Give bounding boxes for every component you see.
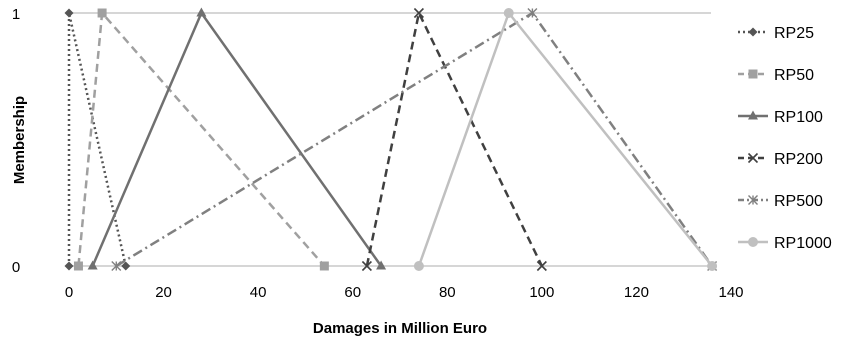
- series-rp200: [361, 7, 547, 272]
- series-line-rp50: [77, 9, 326, 267]
- data-point-rp1000: [503, 8, 514, 18]
- series-line-rp1000: [417, 10, 714, 267]
- legend-label-rp1000: RP1000: [774, 235, 832, 252]
- data-point-rp200: [361, 260, 372, 272]
- data-point-rp200-b: [536, 260, 547, 272]
- data-point-rp100: [196, 7, 207, 17]
- series-rp50: [73, 8, 329, 271]
- legend-item-rp200: RP200: [738, 151, 823, 168]
- x-tick-label: 20: [155, 284, 172, 301]
- data-point-rp500: [111, 261, 122, 271]
- legend-label-rp500: RP500: [774, 193, 823, 210]
- x-tick-label: 80: [439, 284, 456, 301]
- data-point-rp500: [527, 8, 538, 18]
- y-tick-label: 0: [12, 259, 20, 276]
- y-axis-label: Membership: [11, 96, 28, 184]
- legend-marker-rp200-b: [747, 152, 759, 164]
- x-tick-label: 0: [65, 284, 73, 301]
- legend-marker-rp100: [748, 110, 758, 120]
- y-tick-label: 1: [12, 6, 20, 23]
- x-axis-label: Damages in Million Euro: [313, 320, 487, 337]
- series-line-rp500: [115, 11, 714, 268]
- data-point-rp100: [376, 260, 387, 270]
- data-point-rp25: [64, 261, 74, 271]
- data-point-rp200: [536, 260, 547, 272]
- data-point-rp200: [413, 7, 424, 19]
- x-tick-label: 40: [250, 284, 267, 301]
- series-line-rp25: [67, 12, 127, 267]
- data-point-rp25: [64, 8, 74, 18]
- data-point-rp100: [87, 260, 98, 270]
- legend-item-rp500: RP500: [738, 193, 823, 210]
- series-rp1000: [413, 8, 718, 271]
- legend-item-rp50: RP50: [738, 67, 814, 84]
- x-tick-label: 100: [529, 284, 554, 301]
- data-point-rp50: [73, 261, 83, 271]
- data-point-rp1000: [707, 261, 718, 271]
- legend-label-rp200: RP200: [774, 151, 823, 168]
- legend-marker-rp500: [748, 195, 758, 205]
- data-point-rp50: [319, 261, 329, 271]
- legend-marker-rp200: [747, 152, 759, 164]
- series-rp100: [87, 7, 387, 270]
- ticks: 0 20 40 60 80 100 120 140 0 1: [12, 6, 744, 301]
- series-layer: [64, 7, 718, 272]
- data-point-rp200-b: [413, 7, 424, 19]
- series-rp500: [111, 8, 718, 271]
- x-tick-label: 120: [624, 284, 649, 301]
- legend-item-rp1000: RP1000: [738, 235, 832, 252]
- legend-marker-rp50: [748, 69, 758, 79]
- series-rp25: [64, 8, 131, 271]
- legend-marker-rp25: [748, 27, 758, 37]
- legend: RP25 RP50 RP100 RP200 RP500 RP1000: [738, 25, 832, 252]
- series-line-rp200: [365, 9, 543, 267]
- data-point-rp200-b: [361, 260, 372, 272]
- legend-label-rp25: RP25: [774, 25, 814, 42]
- legend-marker-rp1000: [748, 237, 758, 247]
- legend-label-rp100: RP100: [774, 109, 823, 126]
- x-tick-label: 60: [344, 284, 361, 301]
- x-tick-label: 140: [718, 284, 743, 301]
- legend-item-rp25: RP25: [738, 25, 814, 42]
- grid: [69, 12, 711, 267]
- data-point-rp25: [121, 261, 131, 271]
- legend-label-rp50: RP50: [774, 67, 814, 84]
- data-point-rp50: [97, 8, 107, 18]
- data-point-rp1000: [413, 261, 424, 271]
- legend-item-rp100: RP100: [738, 109, 823, 126]
